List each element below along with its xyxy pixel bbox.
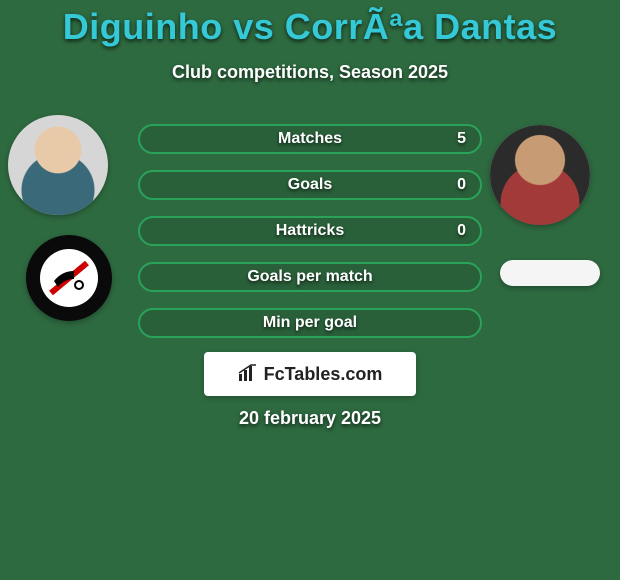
- stat-row-goals-per-match: Goals per match: [138, 262, 482, 292]
- crest-icon: [48, 257, 90, 299]
- stat-row-matches: Matches 5: [138, 124, 482, 154]
- source-logo: FcTables.com: [204, 352, 416, 396]
- club-right-badge: [500, 260, 600, 286]
- bar-chart-icon: [238, 364, 258, 385]
- avatar-placeholder-icon: [490, 125, 590, 225]
- stat-right-value: 5: [457, 126, 466, 152]
- stat-label: Matches: [278, 130, 342, 148]
- page-subtitle: Club competitions, Season 2025: [0, 62, 620, 83]
- club-left-crest-icon: [40, 249, 98, 307]
- stat-label: Min per goal: [263, 314, 357, 332]
- page-title: Diguinho vs CorrÃªa Dantas: [0, 0, 620, 48]
- club-left-badge: [26, 235, 112, 321]
- avatar-placeholder-icon: [8, 115, 108, 215]
- stat-label: Goals per match: [247, 268, 372, 286]
- source-logo-text: FcTables.com: [264, 364, 383, 385]
- stat-row-hattricks: Hattricks 0: [138, 216, 482, 246]
- player-left-avatar: [8, 115, 108, 215]
- stat-label: Hattricks: [276, 222, 344, 240]
- stat-right-value: 0: [457, 172, 466, 198]
- footer-date: 20 february 2025: [0, 408, 620, 429]
- stat-label: Goals: [288, 176, 332, 194]
- stat-row-min-per-goal: Min per goal: [138, 308, 482, 338]
- stat-right-value: 0: [457, 218, 466, 244]
- stats-panel: Matches 5 Goals 0 Hattricks 0 Goals per …: [138, 124, 482, 354]
- stat-row-goals: Goals 0: [138, 170, 482, 200]
- comparison-card: Diguinho vs CorrÃªa Dantas Club competit…: [0, 0, 620, 580]
- player-right-avatar: [490, 125, 590, 225]
